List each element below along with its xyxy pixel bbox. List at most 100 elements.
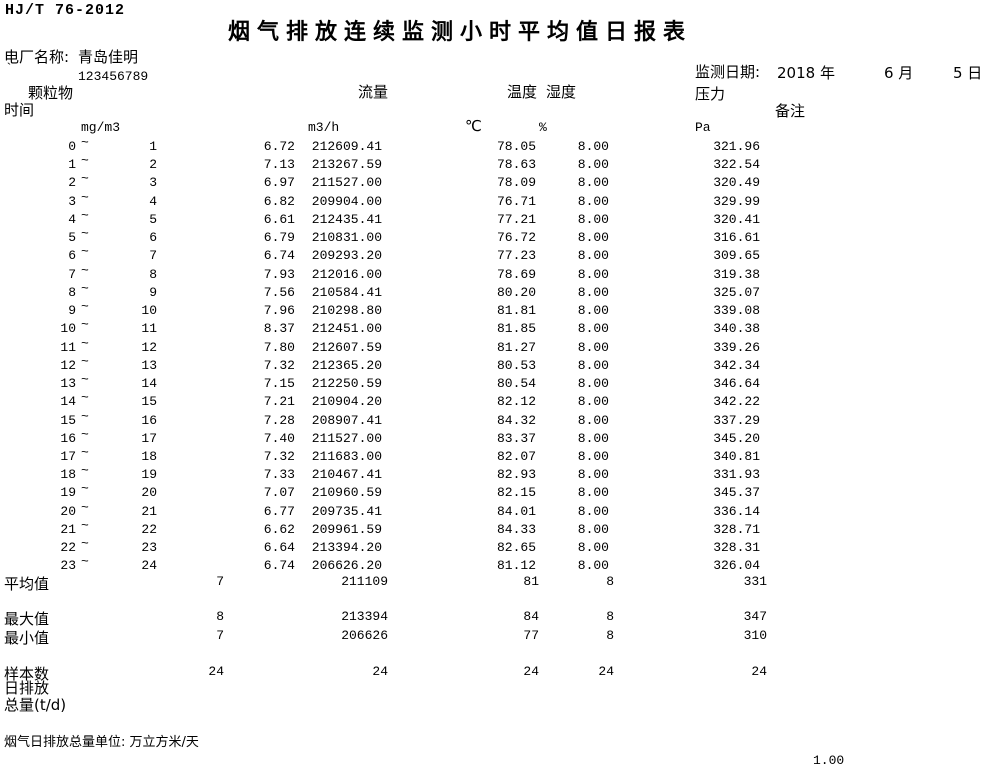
temperature-value: 83.37 — [496, 430, 536, 446]
temperature-value: 78.63 — [496, 157, 536, 173]
summary-row-minimum: 最小值 7 206626 77 8 310 — [0, 627, 983, 647]
summary-flow-value: 206626 — [341, 628, 388, 643]
hour-start-value: 10 — [60, 321, 76, 337]
humidity-value: 8.00 — [577, 540, 609, 556]
table-row: 3 ~ 4 6.82 209904.00 76.71 8.00 329.99 — [0, 191, 983, 213]
pressure-value: 336.14 — [713, 503, 760, 519]
summary-temperature-value: 81 — [523, 574, 539, 589]
temperature-value: 80.53 — [496, 357, 536, 373]
dust-value: 7.15 — [263, 376, 295, 392]
flow-value: 211527.00 — [311, 175, 382, 191]
tilde-separator: ~ — [81, 517, 89, 533]
footer-page-value: 1.00 — [813, 753, 845, 768]
col-header-remark: 备注 — [775, 102, 806, 120]
pressure-value: 326.04 — [713, 558, 760, 574]
table-row: 23 ~ 24 6.74 206626.20 81.12 8.00 326.04 — [0, 555, 983, 577]
dust-value: 7.96 — [263, 303, 295, 319]
summary-flow-value: 24 — [372, 664, 388, 679]
hour-start-value: 12 — [60, 357, 76, 373]
humidity-value: 8.00 — [577, 485, 609, 501]
humidity-value: 8.00 — [577, 193, 609, 209]
flow-value: 212609.41 — [311, 139, 382, 154]
hour-end-value: 10 — [141, 303, 157, 319]
hour-end-value: 7 — [149, 248, 157, 264]
dust-value: 7.32 — [263, 357, 295, 373]
unit-pressure: Pa — [695, 120, 711, 135]
tilde-separator: ~ — [81, 244, 89, 260]
temperature-value: 76.72 — [496, 230, 536, 246]
tilde-separator: ~ — [81, 299, 89, 315]
tilde-separator: ~ — [81, 499, 89, 515]
flow-value: 212016.00 — [311, 266, 382, 282]
col-header-flow: 流量 — [358, 83, 389, 101]
dust-value: 7.33 — [263, 467, 295, 483]
flow-value: 209961.59 — [311, 521, 382, 537]
flow-value: 211683.00 — [311, 448, 382, 464]
temperature-value: 84.33 — [496, 521, 536, 537]
pressure-value: 342.22 — [713, 394, 760, 410]
tilde-separator: ~ — [81, 335, 89, 351]
flow-value: 209904.00 — [311, 193, 382, 209]
daily-total-label-line1: 日排放 — [4, 679, 50, 697]
pressure-value: 319.38 — [713, 266, 760, 282]
pressure-value: 320.49 — [713, 175, 760, 191]
temperature-value: 77.21 — [496, 211, 536, 227]
table-row: 5 ~ 6 6.79 210831.00 76.72 8.00 316.61 — [0, 227, 983, 249]
flow-value: 210831.00 — [311, 230, 382, 246]
tilde-separator: ~ — [81, 226, 89, 242]
temperature-value: 80.20 — [496, 284, 536, 300]
humidity-value: 8.00 — [577, 211, 609, 227]
hour-start-value: 19 — [60, 485, 76, 501]
dust-value: 6.79 — [263, 230, 295, 246]
tilde-separator: ~ — [81, 262, 89, 278]
hour-end-value: 16 — [141, 412, 157, 428]
temperature-value: 82.07 — [496, 448, 536, 464]
flow-value: 212451.00 — [311, 321, 382, 337]
humidity-value: 8.00 — [577, 321, 609, 337]
table-row: 13 ~ 14 7.15 212250.59 80.54 8.00 346.64 — [0, 373, 983, 395]
tilde-separator: ~ — [81, 280, 89, 296]
hour-end-value: 15 — [141, 394, 157, 410]
tilde-separator: ~ — [81, 207, 89, 223]
flow-value: 206626.20 — [311, 558, 382, 574]
temperature-value: 82.65 — [496, 540, 536, 556]
temperature-value: 82.15 — [496, 485, 536, 501]
col-header-dust: 颗粒物 — [28, 84, 74, 102]
unit-flow: m3/h — [308, 120, 340, 135]
hour-end-value: 12 — [141, 339, 157, 355]
table-row: 21 ~ 22 6.62 209961.59 84.33 8.00 328.71 — [0, 519, 983, 541]
tilde-separator: ~ — [81, 444, 89, 460]
summary-pressure-value: 24 — [751, 664, 767, 679]
hour-end-value: 9 — [149, 284, 157, 300]
summary-dust-value: 7 — [216, 628, 224, 643]
dust-value: 7.56 — [263, 284, 295, 300]
flow-value: 211527.00 — [311, 430, 382, 446]
hour-end-value: 5 — [149, 211, 157, 227]
pressure-value: 340.38 — [713, 321, 760, 337]
humidity-value: 8.00 — [577, 503, 609, 519]
daily-total-label-line2: 总量(t/d) — [4, 696, 67, 714]
hour-end-value: 13 — [141, 357, 157, 373]
pressure-value: 316.61 — [713, 230, 760, 246]
summary-row-maximum: 最大值 8 213394 84 8 347 — [0, 608, 983, 628]
hour-start-value: 13 — [60, 376, 76, 392]
flow-value: 210467.41 — [311, 467, 382, 483]
humidity-value: 8.00 — [577, 448, 609, 464]
summary-humidity-value: 8 — [606, 609, 614, 624]
humidity-value: 8.00 — [577, 139, 609, 154]
hour-start-value: 6 — [68, 248, 76, 264]
temperature-value: 81.27 — [496, 339, 536, 355]
flow-value: 209293.20 — [311, 248, 382, 264]
hour-start-value: 17 — [60, 448, 76, 464]
col-header-humidity: 湿度 — [546, 83, 577, 101]
pressure-value: 320.41 — [713, 211, 760, 227]
pressure-value: 328.71 — [713, 521, 760, 537]
pressure-value: 329.99 — [713, 193, 760, 209]
humidity-value: 8.00 — [577, 248, 609, 264]
hour-start-value: 18 — [60, 467, 76, 483]
date-year-value: 2018 年 — [777, 64, 835, 82]
dust-value: 8.37 — [263, 321, 295, 337]
flow-value: 210904.20 — [311, 394, 382, 410]
data-rows: 0 ~ 1 6.72 212609.41 78.05 8.00 321.96 1… — [0, 136, 983, 578]
dust-value: 6.64 — [263, 540, 295, 556]
